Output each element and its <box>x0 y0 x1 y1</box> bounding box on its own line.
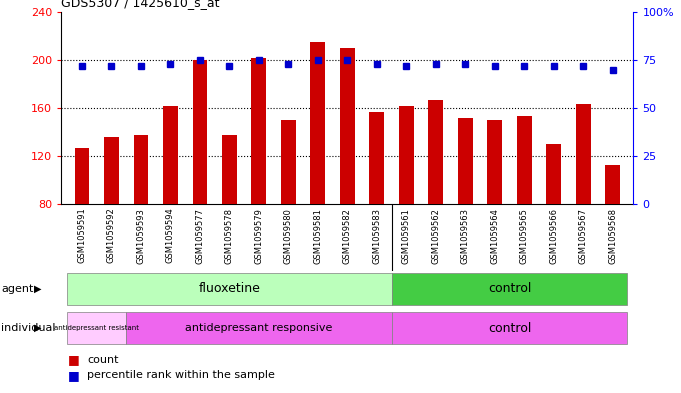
Bar <box>605 165 620 204</box>
Text: GSM1059577: GSM1059577 <box>195 208 204 264</box>
Text: GSM1059580: GSM1059580 <box>284 208 293 264</box>
Bar <box>399 106 413 204</box>
Text: GSM1059566: GSM1059566 <box>549 208 558 264</box>
Bar <box>104 137 118 204</box>
Text: GDS5307 / 1425610_s_at: GDS5307 / 1425610_s_at <box>61 0 220 9</box>
Text: count: count <box>87 354 118 365</box>
Text: GSM1059567: GSM1059567 <box>579 208 588 264</box>
Bar <box>311 42 326 204</box>
Bar <box>428 100 443 204</box>
Bar <box>576 105 590 204</box>
Text: antidepressant responsive: antidepressant responsive <box>185 323 332 333</box>
Text: GSM1059591: GSM1059591 <box>78 208 86 263</box>
Bar <box>488 120 502 204</box>
Text: GSM1059581: GSM1059581 <box>313 208 322 264</box>
Text: GSM1059563: GSM1059563 <box>461 208 470 264</box>
Bar <box>546 144 561 204</box>
Text: ▶: ▶ <box>34 284 42 294</box>
Text: GSM1059583: GSM1059583 <box>373 208 381 264</box>
Text: individual: individual <box>1 323 56 333</box>
Text: GSM1059565: GSM1059565 <box>520 208 528 264</box>
Bar <box>251 57 266 204</box>
Bar <box>74 148 89 204</box>
Text: GSM1059562: GSM1059562 <box>431 208 441 264</box>
Text: GSM1059561: GSM1059561 <box>402 208 411 264</box>
Bar <box>126 312 392 344</box>
Bar <box>67 312 126 344</box>
Text: control: control <box>488 321 531 335</box>
Text: ■: ■ <box>68 369 80 382</box>
Bar <box>163 106 178 204</box>
Bar <box>340 48 355 204</box>
Text: GSM1059564: GSM1059564 <box>490 208 499 264</box>
Bar <box>281 120 296 204</box>
Text: GSM1059594: GSM1059594 <box>166 208 175 263</box>
Bar <box>193 60 207 204</box>
Text: agent: agent <box>1 284 34 294</box>
Text: GSM1059568: GSM1059568 <box>608 208 617 264</box>
Bar <box>369 112 384 204</box>
Bar <box>222 134 237 204</box>
Text: GSM1059578: GSM1059578 <box>225 208 234 264</box>
Text: GSM1059579: GSM1059579 <box>254 208 264 264</box>
Bar <box>133 134 148 204</box>
Text: control: control <box>488 282 531 296</box>
Bar <box>67 273 392 305</box>
Text: GSM1059582: GSM1059582 <box>343 208 352 264</box>
Bar <box>517 116 532 204</box>
Text: ▶: ▶ <box>34 323 42 333</box>
Text: ■: ■ <box>68 353 80 366</box>
Bar <box>392 273 627 305</box>
Bar <box>392 312 627 344</box>
Bar <box>458 118 473 204</box>
Text: GSM1059592: GSM1059592 <box>107 208 116 263</box>
Text: GSM1059593: GSM1059593 <box>136 208 146 264</box>
Text: antidepressant resistant: antidepressant resistant <box>54 325 139 331</box>
Text: fluoxetine: fluoxetine <box>198 282 260 296</box>
Text: percentile rank within the sample: percentile rank within the sample <box>87 370 275 380</box>
